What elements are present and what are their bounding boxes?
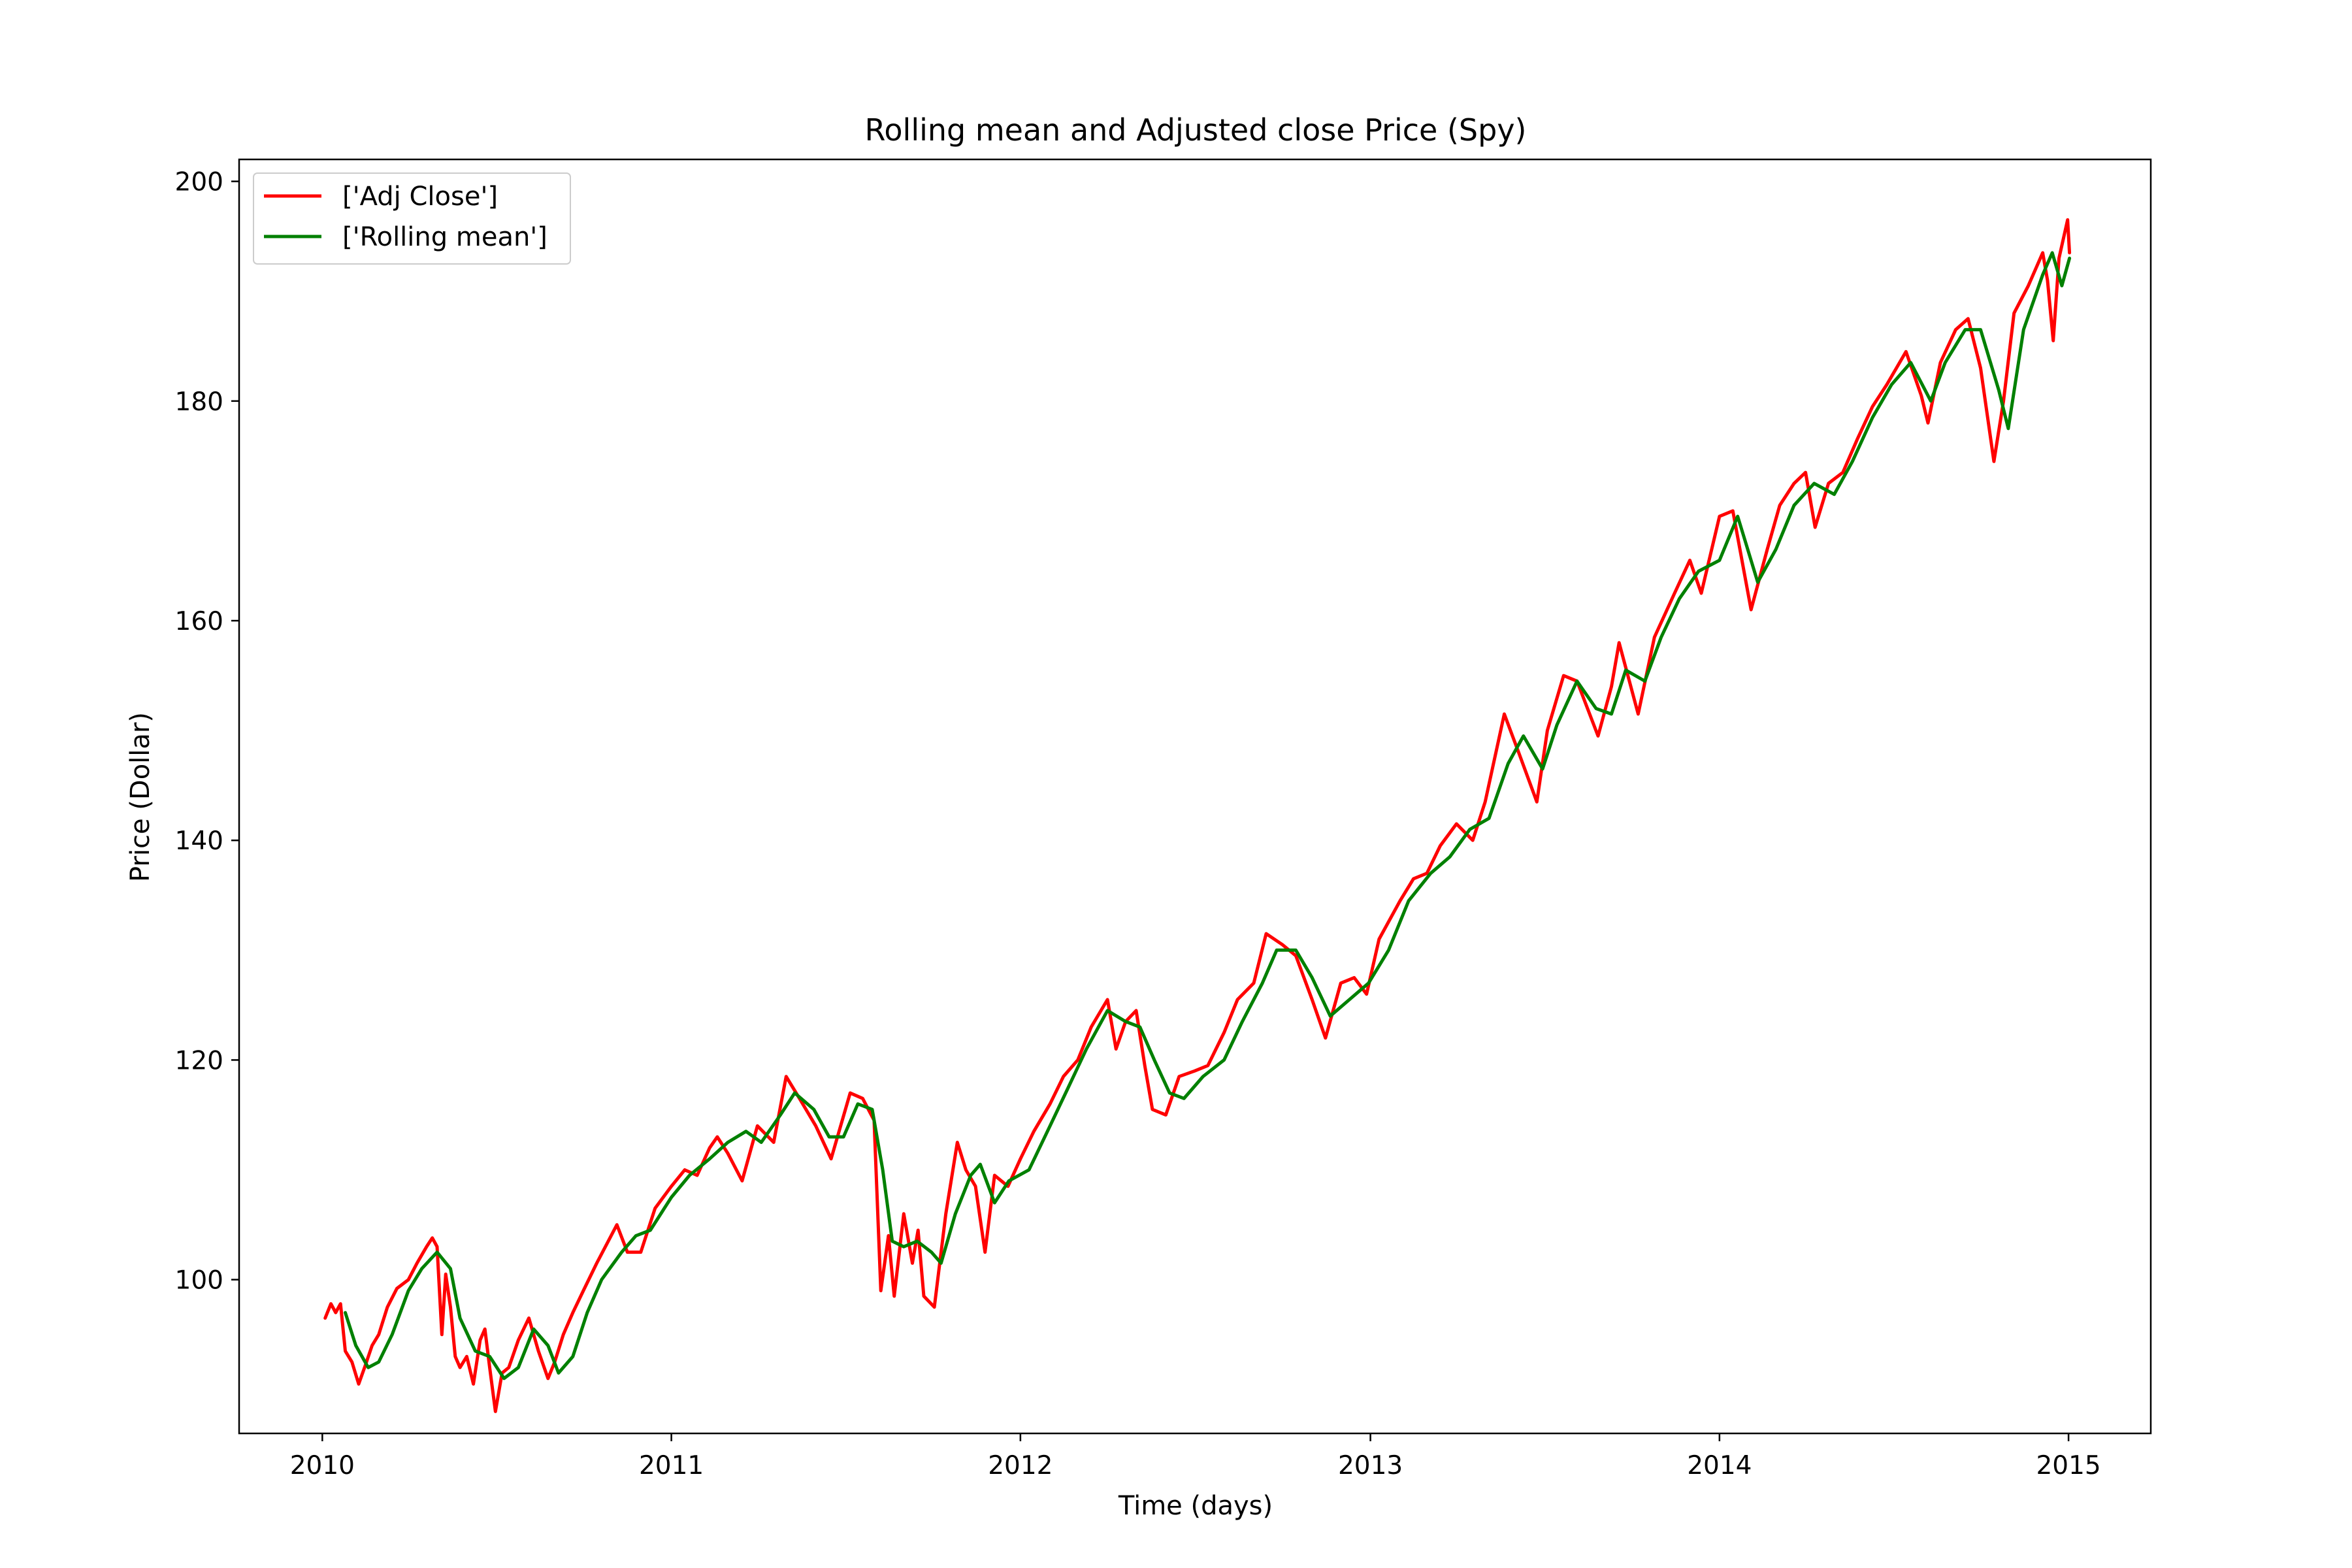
series-line-rolling-mean (344, 251, 2072, 1380)
legend-label-rolling-mean: ['Rolling mean'] (342, 222, 547, 252)
y-axis-label: Price (Dollar) (125, 712, 155, 882)
y-tick-label: 180 (175, 387, 223, 417)
chart-title: Rolling mean and Adjusted close Price (S… (865, 112, 1527, 148)
y-tick-label: 140 (175, 826, 223, 856)
x-tick-label: 2011 (639, 1451, 704, 1480)
x-tick-label: 2015 (2036, 1451, 2100, 1480)
plot-area: 2010 2011 2012 2013 2014 2015 100 120 140 160 180 2… (175, 158, 2152, 1480)
axes-frame (238, 158, 2152, 1435)
x-tick-label: 2010 (290, 1451, 355, 1480)
series-line-adj-close (323, 218, 2072, 1413)
y-tick-label: 160 (175, 607, 223, 636)
legend-label-adj-close: ['Adj Close'] (342, 182, 498, 212)
x-tick-label: 2013 (1338, 1451, 1403, 1480)
x-axis-label: Time (days) (1118, 1491, 1273, 1521)
y-tick-label: 100 (175, 1266, 223, 1296)
y-tick-label: 120 (175, 1046, 223, 1075)
legend-box (253, 172, 571, 265)
x-tick-label: 2014 (1687, 1451, 1752, 1480)
chart-legend: ['Adj Close'] ['Rolling mean'] (253, 172, 571, 265)
x-tick-label: 2012 (988, 1451, 1053, 1480)
y-tick-label: 200 (175, 168, 223, 197)
